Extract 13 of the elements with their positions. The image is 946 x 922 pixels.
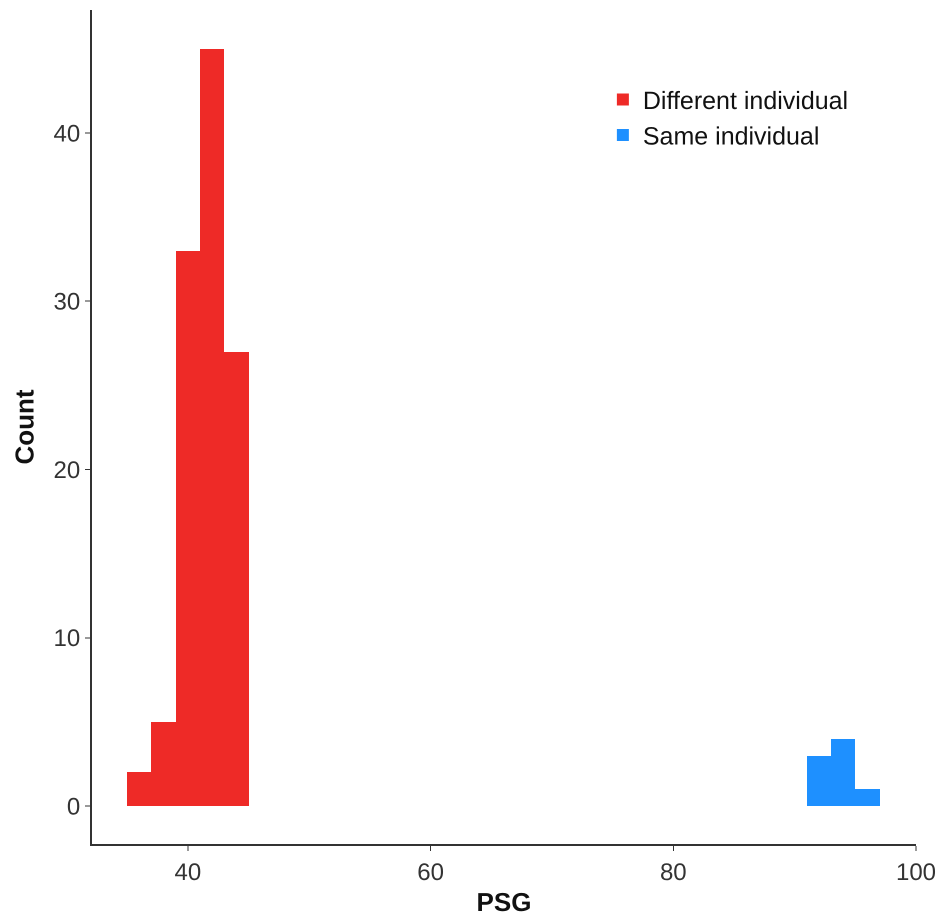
y-tick-label: 10 [53,625,80,652]
legend-label: Different individual [642,87,848,116]
y-tick-label: 30 [53,288,80,316]
y-tick-label: 0 [66,794,80,821]
y-tick-label: 20 [53,456,80,484]
x-tick-label: 40 [174,858,202,886]
x-tick-label: 100 [896,858,936,886]
y-tick-label: 40 [53,120,80,148]
legend-label: Same individual [642,122,820,151]
x-tick-label: 80 [660,858,687,886]
y-axis-title: Count [9,389,40,465]
x-tick-label: 60 [417,858,444,886]
x-axis-title: PSG [476,887,532,917]
